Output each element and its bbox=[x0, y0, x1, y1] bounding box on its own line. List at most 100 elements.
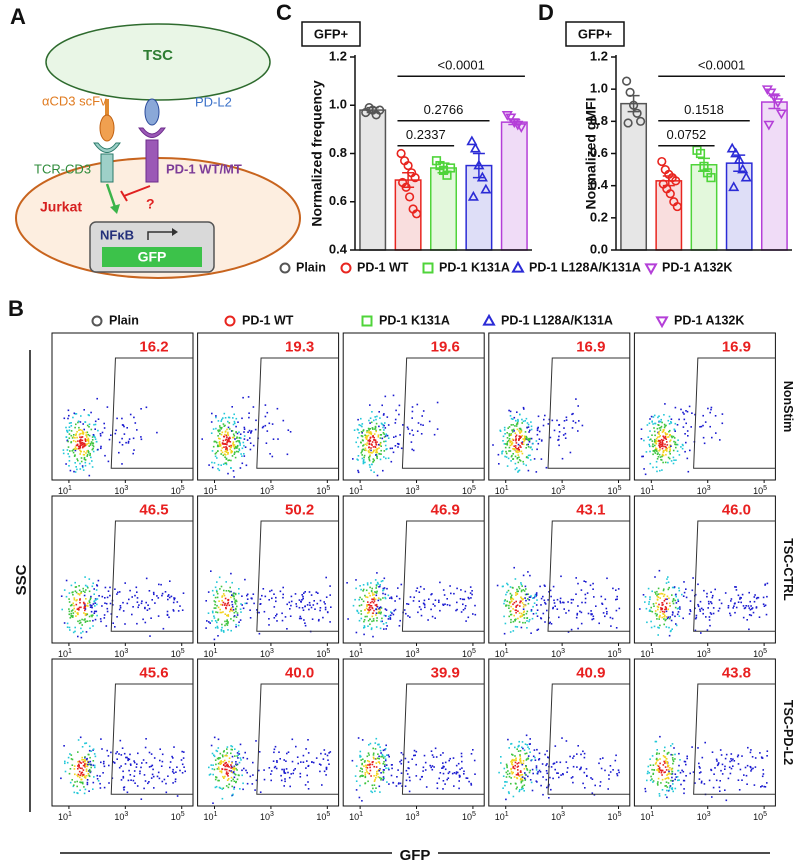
event-dot bbox=[697, 584, 699, 586]
event-dot bbox=[411, 441, 413, 443]
event-dot bbox=[661, 770, 663, 772]
event-dot bbox=[470, 592, 472, 594]
event-dot bbox=[658, 588, 660, 590]
event-dot bbox=[248, 412, 250, 414]
event-dot bbox=[505, 447, 507, 449]
event-dot bbox=[373, 610, 375, 612]
event-dot bbox=[763, 603, 765, 605]
flow-plot: 19.6101103105 bbox=[343, 333, 484, 496]
event-dot bbox=[746, 619, 748, 621]
event-dot bbox=[217, 435, 219, 437]
event-dot bbox=[84, 610, 86, 612]
event-dot bbox=[216, 591, 218, 593]
event-dot bbox=[558, 436, 560, 438]
event-dot bbox=[67, 431, 69, 433]
event-dot bbox=[654, 576, 656, 578]
event-dot bbox=[72, 450, 74, 452]
event-dot bbox=[286, 628, 288, 630]
event-dot bbox=[86, 775, 88, 777]
event-dot bbox=[382, 593, 384, 595]
event-dot bbox=[143, 759, 145, 761]
event-dot bbox=[519, 602, 521, 604]
event-dot bbox=[370, 775, 372, 777]
event-dot bbox=[314, 608, 316, 610]
event-dot bbox=[142, 619, 144, 621]
event-dot bbox=[358, 455, 360, 457]
event-dot bbox=[683, 793, 685, 795]
event-dot bbox=[158, 615, 160, 617]
flow-plot: 43.8101103105 bbox=[634, 659, 775, 822]
event-dot bbox=[159, 748, 161, 750]
flow-plot: 16.9101103105 bbox=[489, 333, 630, 496]
event-dot bbox=[464, 608, 466, 610]
event-dot bbox=[461, 767, 463, 769]
event-dot bbox=[653, 773, 655, 775]
ligand bbox=[145, 99, 159, 125]
event-dot bbox=[273, 593, 275, 595]
event-dot bbox=[362, 739, 364, 741]
event-dot bbox=[374, 446, 376, 448]
event-dot bbox=[369, 458, 371, 460]
event-dot bbox=[517, 778, 519, 780]
event-dot bbox=[226, 755, 228, 757]
event-dot bbox=[599, 785, 601, 787]
event-dot bbox=[514, 776, 516, 778]
event-dot bbox=[408, 603, 410, 605]
event-dot bbox=[437, 782, 439, 784]
event-dot bbox=[75, 471, 77, 473]
event-dot bbox=[365, 437, 367, 439]
event-dot bbox=[736, 607, 738, 609]
event-dot bbox=[514, 747, 516, 749]
event-dot bbox=[75, 615, 77, 617]
event-dot bbox=[373, 618, 375, 620]
event-dot bbox=[379, 791, 381, 793]
event-dot bbox=[71, 758, 73, 760]
event-dot bbox=[643, 594, 645, 596]
event-dot bbox=[743, 605, 745, 607]
event-dot bbox=[370, 452, 372, 454]
event-dot bbox=[670, 631, 672, 633]
event-dot bbox=[502, 787, 504, 789]
event-dot bbox=[515, 594, 517, 596]
event-dot bbox=[575, 422, 577, 424]
event-dot bbox=[133, 438, 135, 440]
event-dot bbox=[70, 613, 72, 615]
event-dot bbox=[401, 448, 403, 450]
event-dot bbox=[540, 604, 542, 606]
event-dot bbox=[505, 605, 507, 607]
event-dot bbox=[234, 453, 236, 455]
event-dot bbox=[273, 752, 275, 754]
plot-frame bbox=[52, 659, 193, 806]
event-dot bbox=[95, 421, 97, 423]
event-dot bbox=[677, 450, 679, 452]
event-dot bbox=[534, 458, 536, 460]
event-dot bbox=[170, 761, 172, 763]
event-dot bbox=[474, 773, 476, 775]
event-dot bbox=[515, 783, 517, 785]
event-dot bbox=[734, 603, 736, 605]
event-dot bbox=[110, 752, 112, 754]
event-dot bbox=[682, 444, 684, 446]
event-dot bbox=[359, 797, 361, 799]
event-dot bbox=[657, 417, 659, 419]
event-dot bbox=[668, 752, 670, 754]
marker bbox=[281, 264, 290, 273]
event-dot bbox=[74, 768, 76, 770]
event-dot bbox=[182, 764, 184, 766]
event-dot bbox=[538, 416, 540, 418]
event-dot bbox=[382, 470, 384, 472]
event-dot bbox=[513, 796, 515, 798]
event-dot bbox=[285, 772, 287, 774]
event-dot bbox=[664, 427, 666, 429]
event-dot bbox=[74, 781, 76, 783]
event-dot bbox=[616, 610, 618, 612]
tick-base: 10 bbox=[551, 649, 561, 659]
event-dot bbox=[683, 595, 685, 597]
event-dot bbox=[376, 605, 378, 607]
event-dot bbox=[507, 584, 509, 586]
event-dot bbox=[141, 798, 143, 800]
event-dot bbox=[383, 769, 385, 771]
event-dot bbox=[96, 615, 98, 617]
event-dot bbox=[173, 602, 175, 604]
event-dot bbox=[544, 754, 546, 756]
